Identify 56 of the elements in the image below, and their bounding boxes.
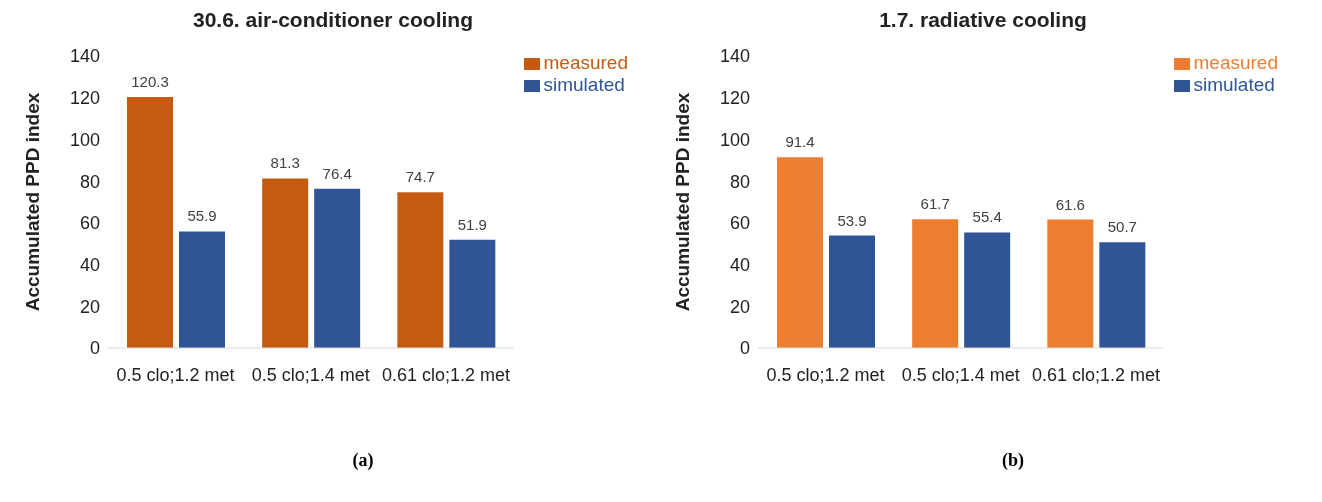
y-tick-label: 20 xyxy=(79,296,100,317)
text: (a) xyxy=(351,450,375,471)
legend-label: simulated xyxy=(1193,74,1275,95)
data-label: 74.7 xyxy=(405,168,435,186)
text: (b) xyxy=(1001,450,1025,471)
bar xyxy=(314,188,361,348)
bar xyxy=(127,97,173,348)
bar xyxy=(912,219,959,348)
x-tick-label: 0.5 clo;1.4 met xyxy=(901,364,1020,385)
y-tick-label: 60 xyxy=(729,213,750,234)
bar xyxy=(1047,219,1094,348)
data-label: 50.7 xyxy=(1107,218,1137,236)
y-tick-label: 100 xyxy=(69,129,100,150)
data-label: 76.4 xyxy=(322,164,352,182)
bar xyxy=(964,232,1011,348)
data-label: 81.3 xyxy=(270,154,300,172)
bar xyxy=(397,192,444,348)
y-tick-label: 80 xyxy=(729,171,750,192)
y-tick-label: 140 xyxy=(719,46,750,67)
data-label: 120.3 xyxy=(131,73,169,91)
data-label: 91.4 xyxy=(785,133,815,151)
y-tick-label: 140 xyxy=(69,46,100,67)
x-tick-label: 0.5 clo;1.4 met xyxy=(251,364,370,385)
data-label: 53.9 xyxy=(837,211,867,229)
x-tick-label: 0.61 clo;1.2 met xyxy=(1031,364,1160,385)
bar xyxy=(262,178,309,348)
bar xyxy=(829,235,875,348)
y-tick-label: 60 xyxy=(79,213,100,234)
y-tick-label: 0 xyxy=(739,338,750,359)
bar xyxy=(777,157,823,348)
y-tick-label: 120 xyxy=(719,88,750,109)
x-tick-label: 0.61 clo;1.2 met xyxy=(381,364,510,385)
y-tick-label: 80 xyxy=(79,171,100,192)
y-tick-label: 100 xyxy=(719,129,750,150)
x-tick-label: 0.5 clo;1.2 met xyxy=(766,364,885,385)
data-label: 61.7 xyxy=(920,195,950,213)
x-tick-label: 0.5 clo;1.2 met xyxy=(116,364,235,385)
data-label: 55.4 xyxy=(972,208,1002,226)
chart-title: 1.7. radiative cooling xyxy=(878,8,1088,33)
legend-label: measured xyxy=(543,52,628,73)
bar xyxy=(1099,242,1146,348)
y-tick-label: 40 xyxy=(729,254,750,275)
y-axis-title: Accumulated PPD index xyxy=(671,92,693,312)
data-label: 55.9 xyxy=(187,207,217,225)
legend-label: simulated xyxy=(543,74,625,95)
legend-label: measured xyxy=(1193,52,1278,73)
y-axis-title: Accumulated PPD index xyxy=(21,92,43,312)
data-label: 51.9 xyxy=(457,215,487,233)
bar xyxy=(449,239,496,348)
y-tick-label: 20 xyxy=(729,296,750,317)
y-tick-label: 120 xyxy=(69,88,100,109)
data-label: 61.6 xyxy=(1055,195,1085,213)
y-tick-label: 40 xyxy=(79,254,100,275)
bar xyxy=(179,231,225,348)
y-tick-label: 0 xyxy=(89,338,100,359)
chart-title: 30.6. air-conditioner cooling xyxy=(191,8,474,33)
